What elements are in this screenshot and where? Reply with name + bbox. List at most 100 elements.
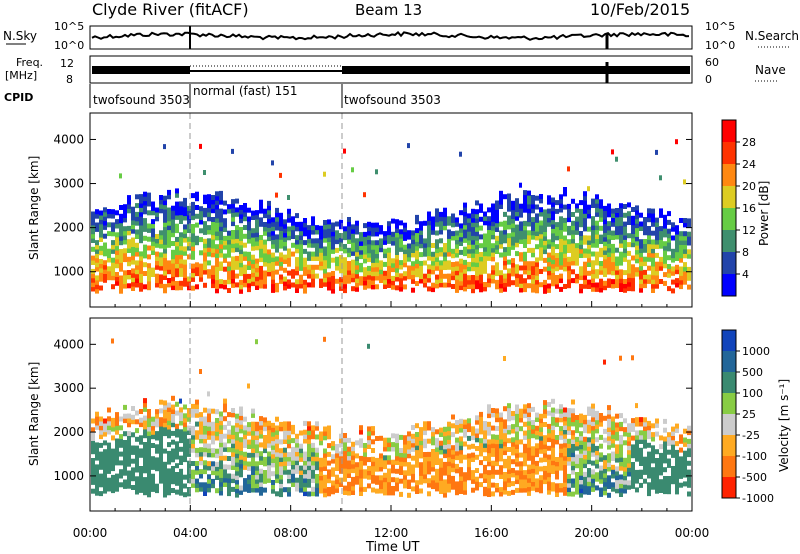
power-cell [287,230,291,236]
velocity-cell [667,489,671,495]
cpid-segment-2: twofsound 3503 [344,93,441,107]
power-cell [255,223,259,229]
power-cell [535,257,539,263]
power-cell [307,273,311,279]
velocity-cell [235,466,239,472]
power-cell [367,270,371,276]
velocity-cell [99,429,103,435]
power-cell [627,259,631,265]
velocity-cell [487,448,491,454]
power-cell [619,282,623,288]
power-cell [559,203,563,209]
velocity-cell [147,413,151,419]
power-cell [155,242,159,248]
velocity-cell [415,436,419,442]
power-cell [551,259,555,265]
power-cell [219,235,223,240]
velocity-cell [595,459,599,465]
power-cell [403,244,407,250]
power-cell [311,273,315,279]
power-cell [527,217,531,223]
velocity-cell [527,412,531,417]
velocity-cell [427,451,431,457]
power-cell [303,266,307,272]
power-cell [387,260,391,266]
power-cell [663,232,667,238]
velocity-cell [175,476,179,482]
velocity-cell [263,456,267,462]
power-cell [523,287,527,293]
velocity-cell [107,416,111,422]
velocity-cell [647,469,651,475]
power-cell [563,226,567,232]
power-cell [595,229,599,235]
velocity-cell [675,471,679,477]
velocity-cell [571,443,575,449]
power-cell [675,242,679,248]
power-cell [595,251,599,257]
velocity-cell [219,464,223,470]
velocity-cell [543,444,547,449]
power-cell [379,229,383,235]
power-cell [347,217,351,222]
power-cell [331,240,335,246]
power-colorbar-swatch [722,252,736,275]
velocity-cell [187,408,191,413]
power-cell [559,238,563,244]
power-cell [343,261,347,267]
power-cell [95,279,99,285]
velocity-cell [187,447,191,453]
velocity-cell [663,418,667,424]
velocity-cell [295,486,299,492]
power-cell [299,274,303,280]
velocity-cell [459,471,463,477]
power-cell [211,199,215,205]
velocity-cell [199,425,203,431]
velocity-cell [127,448,131,454]
power-cell [635,249,639,255]
power-cell [631,264,635,270]
power-cell [511,218,515,224]
power-cell [239,205,243,210]
velocity-cell [503,463,507,469]
velocity-cell [655,484,659,490]
noise-panel: N.Sky 10^5 10^0 10^5 10^0 N.Search [3,20,799,52]
velocity-cell [367,343,370,349]
velocity-cell [203,491,207,496]
power-colorbar-tick-label: 16 [742,202,756,215]
power-cell [671,253,675,259]
velocity-cell [255,461,259,467]
velocity-cell [211,452,215,458]
velocity-cell [199,434,203,439]
velocity-cell [619,452,623,458]
velocity-cell [179,481,183,487]
velocity-cell [251,452,255,458]
power-cell [447,233,451,239]
velocity-cell [651,471,655,477]
power-cell [199,272,203,278]
power-cell [267,222,271,228]
power-cell [639,256,643,262]
power-cell [279,239,283,245]
power-cell [295,266,299,271]
velocity-cell [659,444,663,450]
power-cell [559,216,563,222]
power-cell [575,260,579,266]
velocity-cell [383,472,387,478]
velocity-cell [403,483,407,489]
power-cell [551,268,555,273]
velocity-cell [447,434,451,440]
power-cell [471,217,475,223]
velocity-cell [267,469,271,475]
power-cell [207,238,211,244]
velocity-cell [379,479,383,485]
power-cell [127,195,131,201]
power-cell [583,204,587,210]
velocity-cell [271,484,275,490]
velocity-cell [135,489,139,495]
velocity-cell [471,426,475,432]
power-cell [99,276,103,282]
velocity-cell [487,470,491,476]
power-cell [283,236,287,242]
velocity-cell [627,449,631,455]
